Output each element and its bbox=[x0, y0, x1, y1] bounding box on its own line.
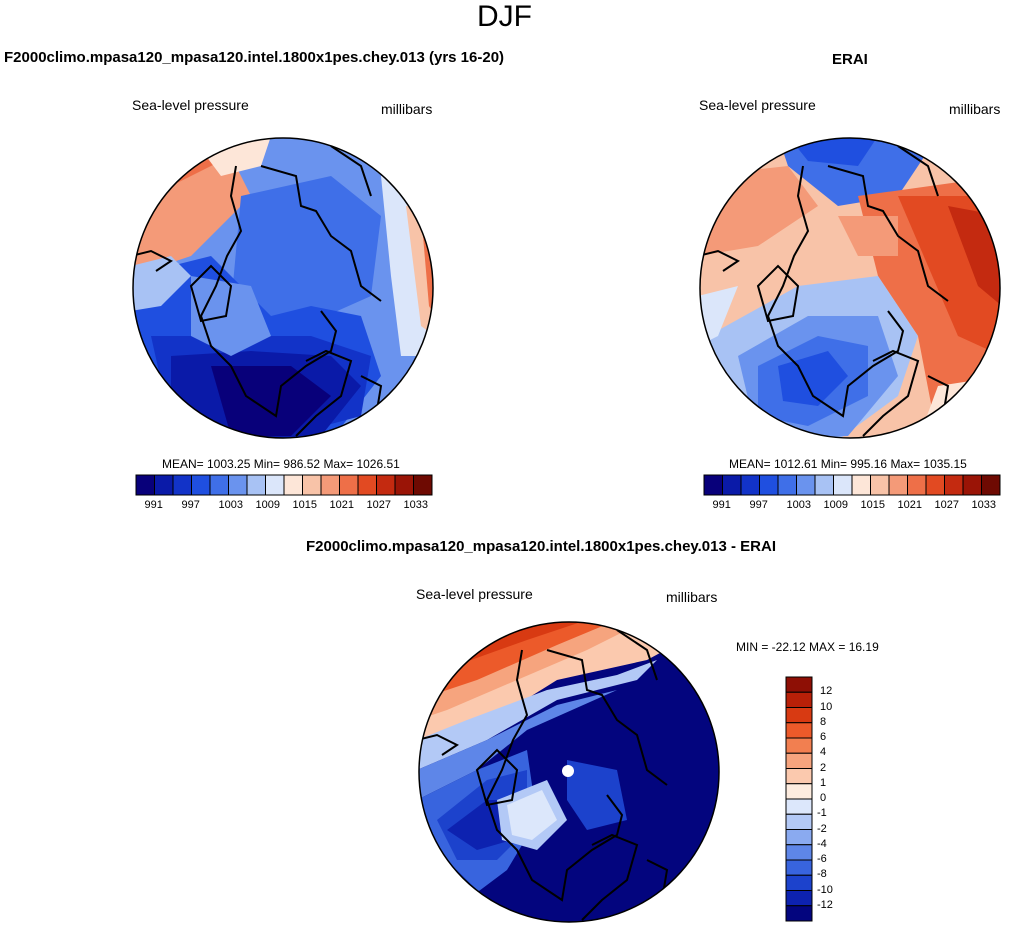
panel-2-title: ERAI bbox=[832, 51, 868, 68]
colorbar-tick-label: 6 bbox=[820, 731, 827, 743]
colorbar-box bbox=[376, 474, 396, 496]
panel-2-units: millibars bbox=[949, 101, 1001, 117]
colorbar-box bbox=[785, 874, 813, 891]
colorbar-tick-label: 4 bbox=[820, 746, 827, 759]
colorbar-box bbox=[154, 474, 174, 496]
panel-2-colorbar bbox=[703, 474, 1001, 496]
colorbar-box bbox=[302, 474, 322, 496]
colorbar-box bbox=[888, 474, 908, 496]
panel-3-stats: MIN = -22.12 MAX = 16.19 bbox=[736, 640, 879, 654]
panel-2-variable: Sea-level pressure bbox=[699, 97, 816, 113]
colorbar-tick-label: -1 bbox=[817, 807, 827, 820]
colorbar-box bbox=[209, 474, 229, 496]
colorbar-box bbox=[785, 798, 813, 815]
colorbar-box bbox=[851, 474, 871, 496]
colorbar-box bbox=[785, 829, 813, 846]
colorbar-box bbox=[796, 474, 816, 496]
colorbar-tick-label: -8 bbox=[817, 868, 827, 881]
colorbar-box bbox=[172, 474, 192, 496]
colorbar-tick-label: 997 bbox=[181, 499, 200, 511]
colorbar-tick-label: 1 bbox=[820, 776, 827, 789]
colorbar-box bbox=[722, 474, 742, 496]
panel-3-colorbar bbox=[785, 676, 813, 922]
panel-1-title: F2000climo.mpasa120_mpasa120.intel.1800x… bbox=[4, 49, 505, 66]
panel-1-variable: Sea-level pressure bbox=[132, 97, 249, 113]
panel-1-map bbox=[132, 137, 434, 439]
colorbar-box bbox=[785, 905, 813, 922]
colorbar-box bbox=[785, 890, 813, 907]
panel-3-map bbox=[418, 621, 720, 923]
colorbar-box bbox=[785, 783, 813, 800]
colorbar-box bbox=[703, 474, 723, 496]
colorbar-box bbox=[785, 768, 813, 785]
colorbar-tick-label: 997 bbox=[749, 499, 768, 511]
colorbar-box bbox=[413, 474, 433, 496]
panel-3-variable: Sea-level pressure bbox=[416, 586, 533, 602]
colorbar-box bbox=[394, 474, 414, 496]
colorbar-tick-label: 1015 bbox=[292, 499, 317, 511]
panel-3-title: F2000climo.mpasa120_mpasa120.intel.1800x… bbox=[306, 538, 777, 555]
colorbar-box bbox=[135, 474, 155, 496]
panel-1-units: millibars bbox=[381, 101, 433, 117]
colorbar-box bbox=[785, 859, 813, 876]
figure-title: DJF bbox=[477, 0, 532, 33]
colorbar-box bbox=[785, 813, 813, 830]
colorbar-tick-label: 1003 bbox=[786, 499, 811, 511]
colorbar-tick-label: 12 bbox=[820, 685, 833, 698]
colorbar-tick-label: 1021 bbox=[329, 499, 354, 511]
colorbar-tick-label: 991 bbox=[712, 499, 731, 511]
colorbar-tick-label: -10 bbox=[817, 883, 833, 896]
colorbar-box bbox=[228, 474, 248, 496]
colorbar-tick-label: 2 bbox=[820, 761, 827, 774]
colorbar-box bbox=[320, 474, 340, 496]
colorbar-box bbox=[265, 474, 285, 496]
colorbar-tick-label: 10 bbox=[820, 700, 833, 713]
panel-3-units: millibars bbox=[666, 589, 718, 605]
colorbar-box bbox=[759, 474, 779, 496]
colorbar-box bbox=[814, 474, 834, 496]
colorbar-tick-label: 1009 bbox=[255, 499, 280, 511]
panel-2-stats: MEAN= 1012.61 Min= 995.16 Max= 1035.15 bbox=[729, 457, 967, 471]
colorbar-box bbox=[785, 691, 813, 708]
colorbar-box bbox=[785, 752, 813, 769]
colorbar-box bbox=[283, 474, 303, 496]
colorbar-tick-label: -2 bbox=[817, 822, 827, 835]
colorbar-box bbox=[785, 844, 813, 861]
colorbar-box bbox=[833, 474, 853, 496]
colorbar-tick-label: 1027 bbox=[934, 499, 959, 511]
colorbar-box bbox=[962, 474, 982, 496]
colorbar-box bbox=[925, 474, 945, 496]
colorbar-tick-label: 1033 bbox=[971, 499, 996, 511]
colorbar-box bbox=[870, 474, 890, 496]
colorbar-tick-label: -4 bbox=[817, 837, 827, 850]
colorbar-box bbox=[785, 722, 813, 739]
colorbar-box bbox=[246, 474, 266, 496]
colorbar-tick-label: 0 bbox=[820, 792, 827, 804]
colorbar-box bbox=[981, 474, 1001, 496]
panel-2-map bbox=[699, 137, 1001, 439]
colorbar-tick-label: 1021 bbox=[897, 499, 922, 511]
colorbar-tick-label: 1009 bbox=[823, 499, 848, 511]
colorbar-box bbox=[944, 474, 964, 496]
colorbar-box bbox=[785, 707, 813, 724]
colorbar-tick-label: -12 bbox=[817, 898, 833, 911]
panel-1-stats: MEAN= 1003.25 Min= 986.52 Max= 1026.51 bbox=[162, 457, 400, 471]
colorbar-box bbox=[740, 474, 760, 496]
colorbar-box bbox=[777, 474, 797, 496]
colorbar-tick-label: 1003 bbox=[218, 499, 243, 511]
colorbar-box bbox=[785, 676, 813, 693]
colorbar-box bbox=[191, 474, 211, 496]
panel-1-colorbar bbox=[135, 474, 433, 496]
colorbar-box bbox=[339, 474, 359, 496]
colorbar-tick-label: 8 bbox=[820, 715, 827, 728]
colorbar-tick-label: 1015 bbox=[860, 499, 885, 511]
colorbar-tick-label: 991 bbox=[144, 499, 163, 511]
colorbar-tick-label: 1033 bbox=[403, 499, 428, 511]
colorbar-box bbox=[907, 474, 927, 496]
colorbar-box bbox=[785, 737, 813, 754]
colorbar-tick-label: 1027 bbox=[366, 499, 391, 511]
colorbar-tick-label: -6 bbox=[817, 853, 827, 865]
colorbar-box bbox=[357, 474, 377, 496]
